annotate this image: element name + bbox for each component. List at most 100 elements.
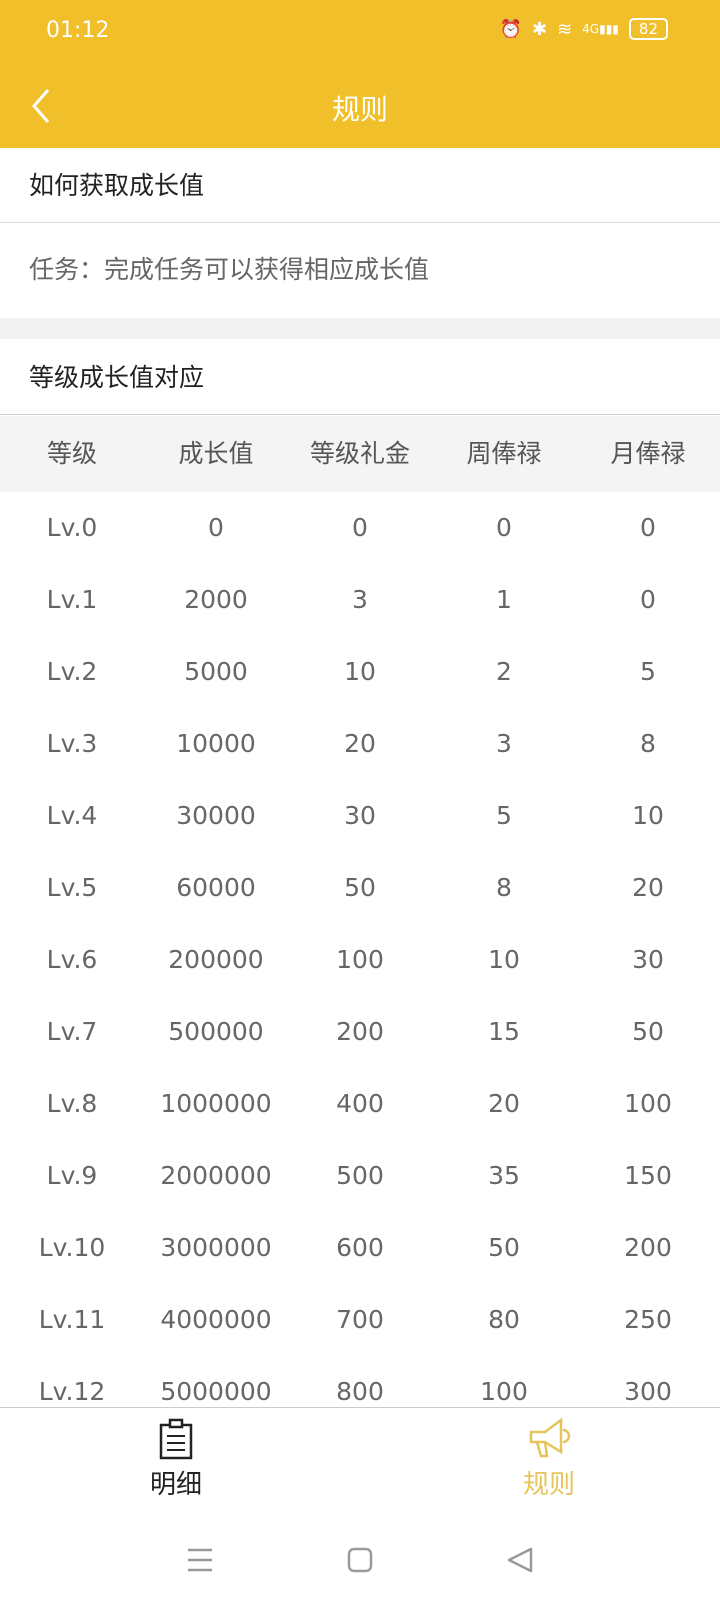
table-cell: 2: [496, 657, 512, 686]
system-nav: [0, 1520, 720, 1600]
table-cell: 10: [632, 801, 664, 830]
wifi-icon: ≋: [557, 18, 573, 40]
divider: [0, 318, 720, 339]
table-cell: 20: [344, 729, 376, 758]
table-cell: 10000: [176, 729, 256, 758]
table-cell: 10: [344, 657, 376, 686]
table-cell: Lv.8: [46, 1089, 98, 1118]
table-cell: 60000: [176, 873, 256, 902]
bottom-nav: 明细 规则: [0, 1407, 720, 1520]
table-cell: Lv.10: [38, 1233, 106, 1262]
table-cell: Lv.6: [46, 945, 98, 974]
table-cell: Lv.0: [46, 513, 98, 542]
table-row: Lv.1 2000 3 1 0: [0, 564, 720, 636]
table-cell: 700: [336, 1305, 384, 1334]
table-cell: 2000: [184, 585, 248, 614]
back-button[interactable]: [26, 84, 66, 128]
table-row: Lv.3 10000 20 3 8: [0, 708, 720, 780]
table-row: Lv.12 5000000 800 100 300: [0, 1356, 720, 1407]
table-row: Lv.11 4000000 700 80 250: [0, 1284, 720, 1356]
table-row: Lv.4 30000 30 5 10: [0, 780, 720, 852]
status-bar: 01:12 ⏰ ✱ ≋ 4G▮▮▮ 82: [0, 0, 720, 64]
table-cell: 2000000: [160, 1161, 272, 1190]
signal-icon: 4G▮▮▮: [582, 22, 619, 36]
column-header: 等级礼金: [309, 439, 410, 468]
alarm-icon: ⏰: [499, 18, 522, 40]
table-cell: 100: [624, 1089, 672, 1118]
status-time: 01:12: [46, 18, 110, 43]
table-cell: 4000000: [160, 1305, 272, 1334]
table-cell: 30: [344, 801, 376, 830]
table-cell: 500000: [168, 1017, 264, 1046]
table-cell: 200: [624, 1233, 672, 1262]
tab-label: 规则: [522, 1470, 575, 1500]
table-cell: 20: [488, 1089, 520, 1118]
table-row: Lv.5 60000 50 8 20: [0, 852, 720, 924]
tab-rules[interactable]: 规则: [523, 1408, 575, 1520]
table-cell: 200000: [168, 945, 264, 974]
table-cell: 0: [640, 513, 656, 542]
chevron-left-icon: [32, 89, 50, 123]
section-title-levels: 等级成长值对应: [0, 340, 720, 415]
table-row: Lv.8 1000000 400 20 100: [0, 1068, 720, 1140]
column-header: 月俸禄: [610, 439, 686, 468]
section-title-growth: 如何获取成长值: [0, 148, 720, 223]
table-cell: 30000: [176, 801, 256, 830]
table-cell: 100: [336, 945, 384, 974]
column-header: 等级: [46, 439, 97, 468]
table-cell: 0: [352, 513, 368, 542]
table-cell: 50: [488, 1233, 520, 1262]
table-cell: 0: [208, 513, 224, 542]
table-cell: Lv.4: [46, 801, 98, 830]
table-row: Lv.0 0 0 0 0: [0, 492, 720, 564]
table-cell: Lv.12: [38, 1377, 106, 1406]
table-cell: 3: [352, 585, 368, 614]
table-cell: 200: [336, 1017, 384, 1046]
level-table[interactable]: Lv.0 0 0 0 0 Lv.1 2000 3 1 0 Lv.2 5000 10 2 5 Lv.3 10000…: [0, 492, 720, 1407]
table-cell: 10: [488, 945, 520, 974]
table-row: Lv.7 500000 200 15 50: [0, 996, 720, 1068]
table-cell: Lv.9: [46, 1161, 98, 1190]
table-cell: 500: [336, 1161, 384, 1190]
app-header: 规则: [0, 64, 720, 148]
table-cell: 50: [344, 873, 376, 902]
table-cell: 1000000: [160, 1089, 272, 1118]
table-cell: 5000: [184, 657, 248, 686]
table-cell: 800: [336, 1377, 384, 1406]
column-header: 周俸禄: [466, 439, 542, 468]
menu-icon[interactable]: [187, 1548, 213, 1572]
table-row: Lv.2 5000 10 2 5: [0, 636, 720, 708]
table-cell: 300: [624, 1377, 672, 1406]
table-cell: 80: [488, 1305, 520, 1334]
table-cell: Lv.5: [46, 873, 98, 902]
table-cell: 3000000: [160, 1233, 272, 1262]
tab-details[interactable]: 明细: [150, 1408, 202, 1520]
table-cell: Lv.1: [46, 585, 98, 614]
page-title: 规则: [331, 93, 388, 126]
home-icon[interactable]: [347, 1547, 373, 1573]
table-cell: Lv.11: [38, 1305, 106, 1334]
table-cell: 1: [496, 585, 512, 614]
table-cell: Lv.2: [46, 657, 98, 686]
table-row: Lv.9 2000000 500 35 150: [0, 1140, 720, 1212]
table-cell: 15: [488, 1017, 520, 1046]
table-cell: 35: [488, 1161, 520, 1190]
table-cell: 8: [496, 873, 512, 902]
table-cell: 0: [496, 513, 512, 542]
table-cell: 250: [624, 1305, 672, 1334]
tab-label: 明细: [150, 1470, 203, 1500]
table-cell: 20: [632, 873, 664, 902]
table-cell: 400: [336, 1089, 384, 1118]
table-cell: 0: [640, 585, 656, 614]
table-cell: 8: [640, 729, 656, 758]
table-cell: Lv.7: [46, 1017, 98, 1046]
table-cell: 3: [496, 729, 512, 758]
clipboard-icon: [159, 1418, 193, 1460]
table-cell: 5: [640, 657, 656, 686]
table-header: 等级 成长值 等级礼金 周俸禄 月俸禄: [0, 416, 720, 492]
table-cell: 600: [336, 1233, 384, 1262]
back-nav-icon[interactable]: [507, 1547, 533, 1573]
table-cell: 5: [496, 801, 512, 830]
table-cell: 30: [632, 945, 664, 974]
table-cell: 100: [480, 1377, 528, 1406]
